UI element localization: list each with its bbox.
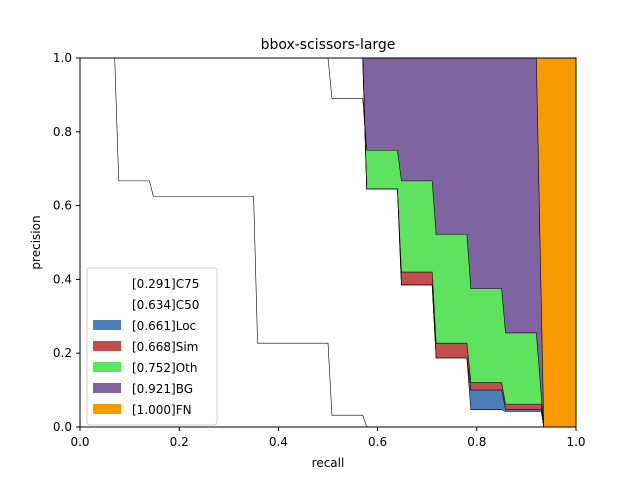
- legend-swatch: [93, 320, 121, 330]
- legend-label: [1.000]FN: [132, 403, 192, 417]
- legend-label: [0.661]Loc: [132, 319, 196, 333]
- plot-frame: [79, 57, 577, 428]
- legend-swatch: [93, 383, 121, 393]
- legend-swatch: [93, 404, 121, 414]
- legend-swatch: [93, 341, 121, 351]
- x-tick-label: 0.2: [170, 435, 189, 449]
- series-line-4: [80, 57, 545, 428]
- series-line-0: [80, 57, 367, 428]
- x-axis: 0.0 0.2 0.4 0.6 0.8 1.0: [70, 427, 586, 449]
- x-axis-label: recall: [312, 456, 345, 470]
- legend: [0.291]C75 [0.634]C50 [0.661]Loc [0.668]Sim…: [86, 267, 218, 426]
- x-tick-label: 0.0: [70, 435, 89, 449]
- chart-title: bbox-scissors-large: [261, 37, 396, 53]
- legend-swatch: [93, 299, 121, 309]
- legend-label: [0.634]C50: [132, 298, 199, 312]
- y-tick-label: 0.8: [53, 125, 72, 139]
- legend-swatch: [93, 278, 121, 288]
- legend-label: [0.921]BG: [132, 382, 193, 396]
- legend-swatch: [93, 362, 121, 372]
- y-tick-label: 0.2: [53, 346, 72, 360]
- x-tick-label: 0.4: [269, 435, 288, 449]
- legend-label: [0.291]C75: [132, 277, 199, 291]
- x-tick-label: 0.8: [467, 435, 486, 449]
- x-tick-label: 0.6: [368, 435, 387, 449]
- y-axis: 0.0 0.2 0.4 0.6 0.8 1.0: [53, 51, 80, 434]
- y-axis-label: precision: [29, 215, 43, 269]
- legend-label: [0.752]Oth: [132, 361, 197, 375]
- y-tick-label: 0.6: [53, 199, 72, 213]
- y-tick-label: 0.4: [53, 272, 72, 286]
- x-tick-label: 1.0: [566, 435, 585, 449]
- y-tick-label: 0.0: [53, 420, 72, 434]
- series-line-3: [80, 57, 545, 428]
- legend-label: [0.668]Sim: [132, 340, 198, 354]
- y-tick-label: 1.0: [53, 51, 72, 65]
